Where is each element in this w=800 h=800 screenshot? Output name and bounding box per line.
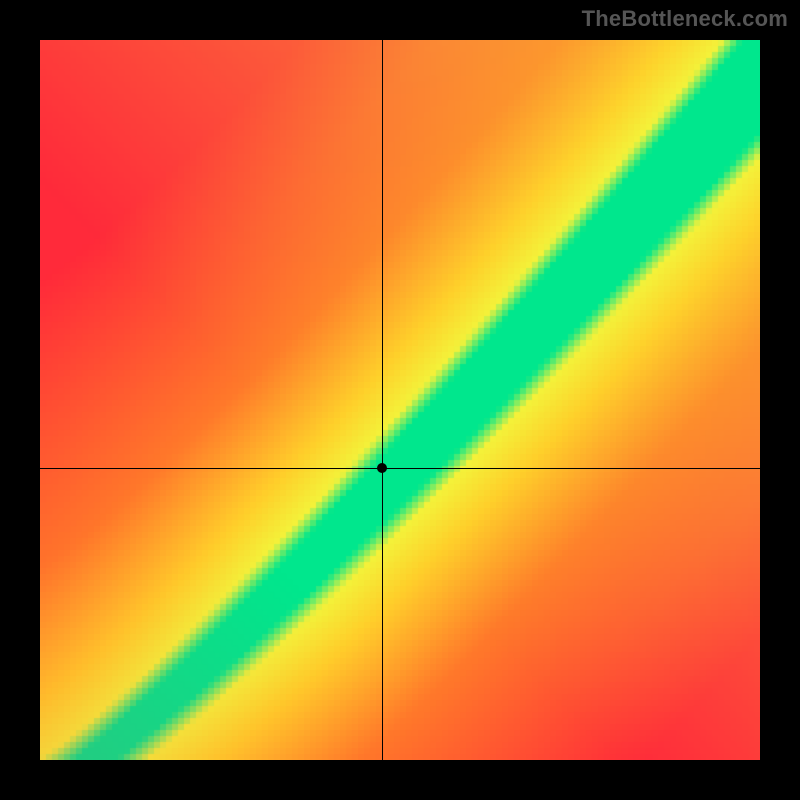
plot-area [40,40,760,760]
watermark-text: TheBottleneck.com [582,6,788,32]
heatmap-canvas [40,40,760,760]
marker-dot [377,463,387,473]
chart-container: TheBottleneck.com [0,0,800,800]
crosshair-vertical [382,40,383,760]
crosshair-horizontal [40,468,760,469]
